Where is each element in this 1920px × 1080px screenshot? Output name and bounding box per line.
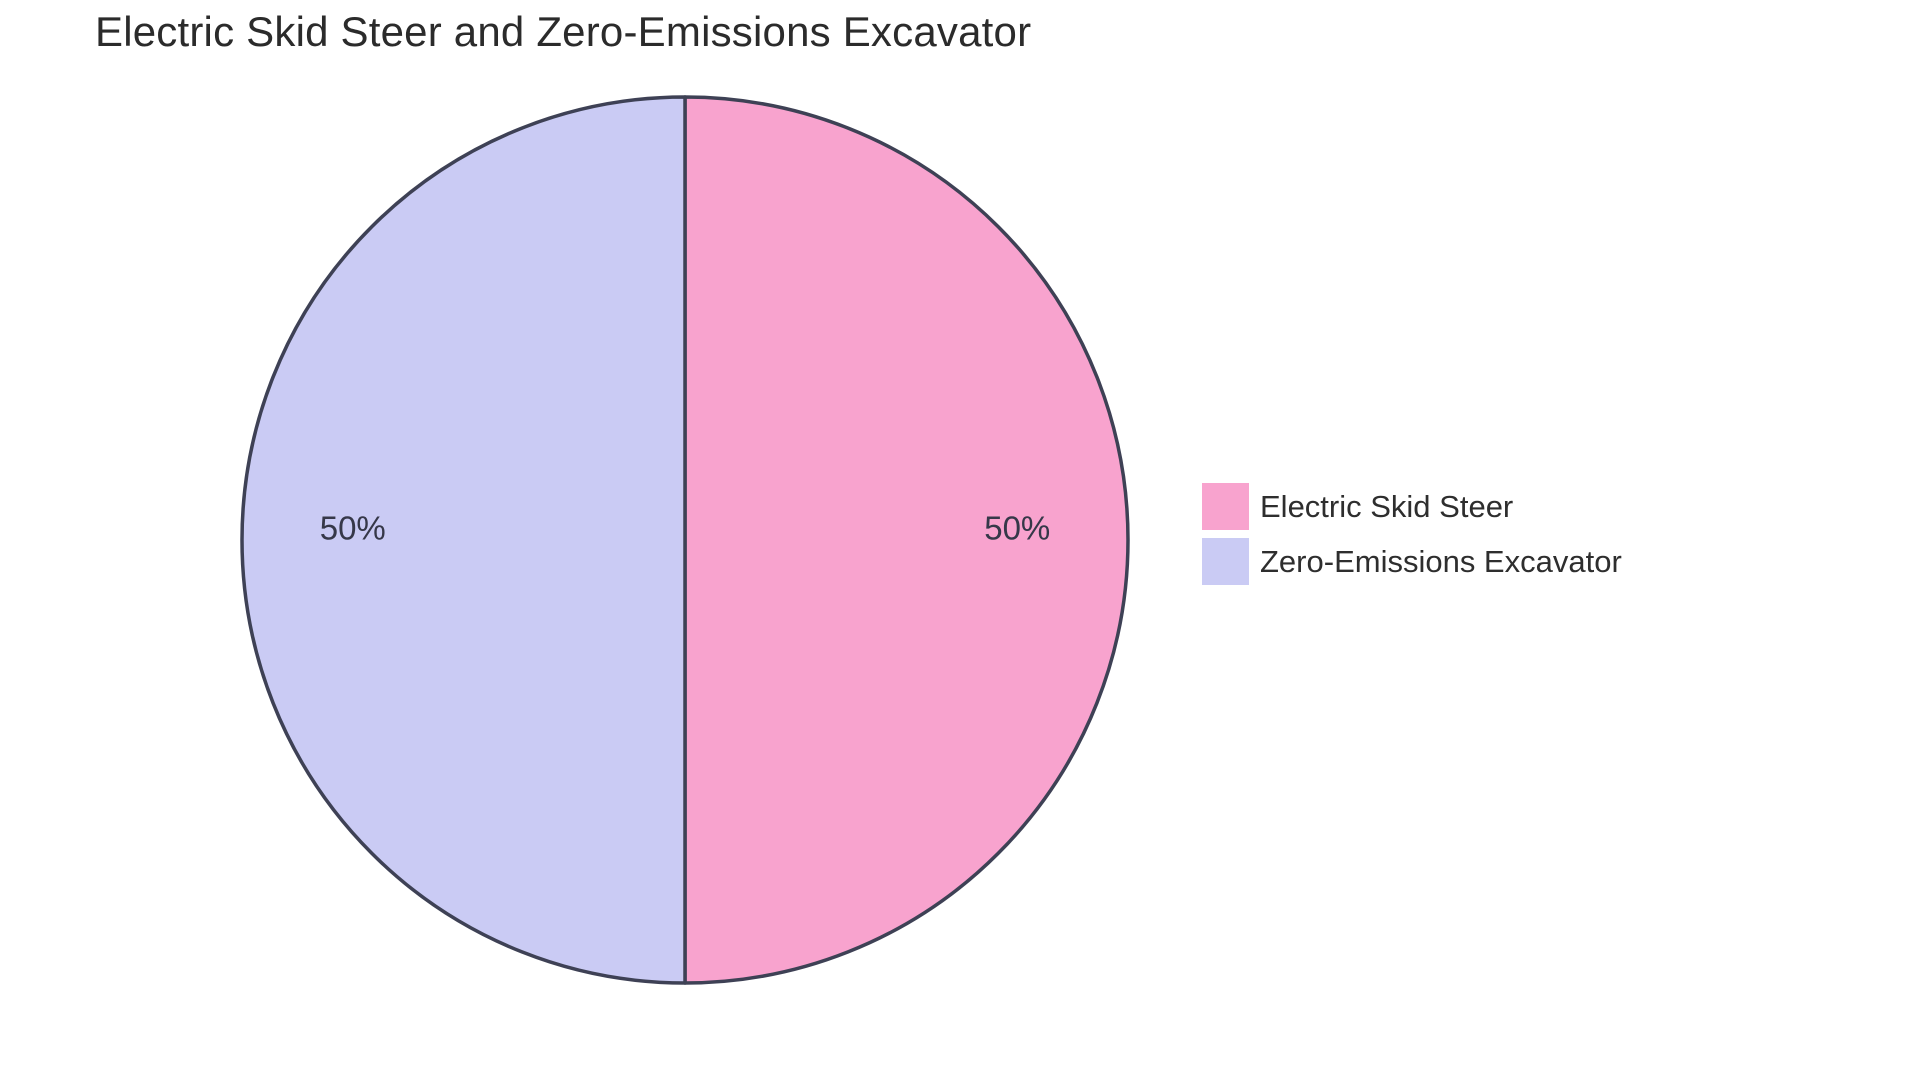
- legend-item-electric-skid-steer[interactable]: Electric Skid Steer: [1202, 483, 1622, 530]
- legend-swatch-pink: [1202, 483, 1249, 530]
- pie-slice-label-1: 50%: [320, 510, 386, 547]
- legend-item-zero-emissions-excavator[interactable]: Zero-Emissions Excavator: [1202, 538, 1622, 585]
- pie-slice-1[interactable]: [240, 95, 687, 985]
- legend-label: Electric Skid Steer: [1260, 488, 1514, 524]
- legend-swatch-lavender: [1202, 538, 1249, 585]
- legend-label: Zero-Emissions Excavator: [1260, 543, 1622, 579]
- pie-slice-label-0: 50%: [984, 510, 1050, 547]
- pie-slice-0[interactable]: [683, 95, 1130, 985]
- legend: Electric Skid Steer Zero-Emissions Excav…: [1202, 483, 1622, 585]
- chart-title: Electric Skid Steer and Zero-Emissions E…: [95, 8, 1032, 55]
